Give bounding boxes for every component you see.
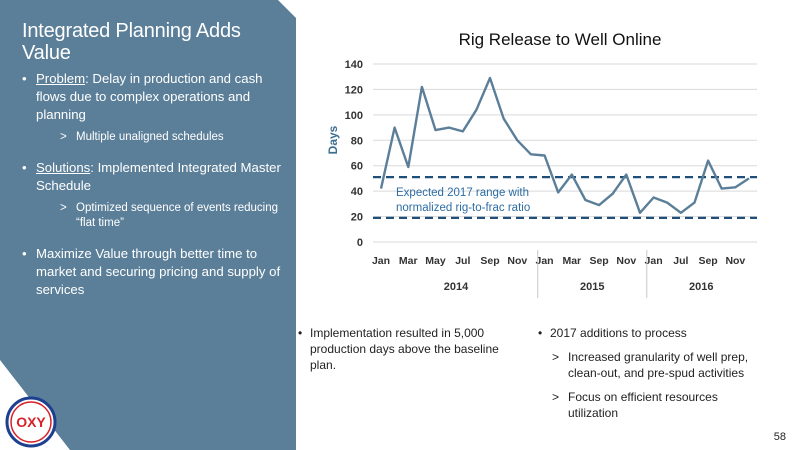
- x-tick-5: Nov: [507, 255, 527, 267]
- y-axis-label: Days: [326, 125, 340, 154]
- x-tick-12: Sep: [698, 255, 717, 267]
- chart-series: [379, 76, 750, 215]
- y-tick-100: 100: [345, 110, 363, 122]
- x-tick-6: Jan: [536, 255, 554, 267]
- year-label-2015: 2015: [580, 281, 604, 293]
- x-tick-labels: Jan Mar May Jul Sep Nov Jan Mar Sep Nov Jan Jul Sep N…: [372, 255, 745, 267]
- x-tick-7: Mar: [562, 255, 581, 267]
- problem-label: Problem: [36, 71, 86, 86]
- chart-title: Rig Release to Well Online: [458, 30, 662, 49]
- bottom-right-column: 2017 additions to process Increased gran…: [538, 325, 768, 429]
- x-tick-10: Jan: [645, 255, 663, 267]
- corner-fold: [278, 0, 296, 18]
- y-tick-40: 40: [351, 186, 363, 198]
- annotation-line-1: Expected 2017 range with: [396, 187, 529, 199]
- x-tick-3: Jul: [455, 255, 470, 267]
- sub-bullet-efficiency: Focus on efficient resources utilization: [538, 389, 768, 421]
- solutions-text: : Implemented Integrated Master Schedule: [36, 160, 281, 193]
- y-tick-labels: 0 20 40 60 80 100 120 140: [345, 59, 363, 249]
- left-bullets: Problem: Delay in production and cash fl…: [22, 70, 284, 305]
- svg-text:OXY: OXY: [16, 414, 46, 430]
- y-tick-140: 140: [345, 59, 363, 71]
- year-groups: 2014 2015 2016: [444, 250, 714, 298]
- x-tick-4: Sep: [480, 255, 499, 267]
- x-tick-13: Nov: [725, 255, 745, 267]
- y-tick-60: 60: [351, 161, 363, 173]
- x-tick-9: Nov: [616, 255, 636, 267]
- bullet-2017-additions: 2017 additions to process: [538, 325, 768, 341]
- left-panel: Integrated Planning Adds Value Problem: …: [0, 0, 296, 450]
- oxy-logo: OXY: [5, 396, 57, 448]
- annotation-line-2: normalized rig-to-frac ratio: [396, 202, 530, 214]
- bottom-left-column: Implementation resulted in 5,000 product…: [298, 325, 523, 381]
- problem-text: : Delay in production and cash flows due…: [36, 71, 263, 122]
- page-number: 58: [773, 431, 786, 443]
- slide-title: Integrated Planning Adds Value: [22, 20, 241, 64]
- bullet-problem: Problem: Delay in production and cash fl…: [22, 70, 284, 124]
- y-tick-0: 0: [357, 237, 363, 249]
- y-tick-80: 80: [351, 135, 363, 147]
- y-tick-120: 120: [345, 84, 363, 96]
- bullet-solutions: Solutions: Implemented Integrated Master…: [22, 159, 284, 195]
- year-label-2014: 2014: [444, 281, 469, 293]
- x-tick-1: Mar: [399, 255, 418, 267]
- bullet-implementation: Implementation resulted in 5,000 product…: [298, 325, 523, 373]
- sub-bullet-schedules: Multiple unaligned schedules: [22, 130, 284, 145]
- y-tick-20: 20: [351, 212, 363, 224]
- x-tick-11: Jul: [673, 255, 688, 267]
- reference-lines: [373, 176, 757, 219]
- x-tick-2: May: [425, 255, 446, 267]
- x-tick-8: Sep: [589, 255, 608, 267]
- sub-bullet-granularity: Increased granularity of well prep, clea…: [538, 349, 768, 381]
- bullet-value: Maximize Value through better time to ma…: [22, 245, 284, 299]
- solutions-label: Solutions: [36, 160, 91, 175]
- sub-bullet-sequence: Optimized sequence of events reducing “f…: [22, 201, 284, 231]
- series-line: [379, 76, 750, 215]
- year-label-2016: 2016: [689, 281, 713, 293]
- x-tick-0: Jan: [372, 255, 390, 267]
- chart-grid: [373, 63, 757, 243]
